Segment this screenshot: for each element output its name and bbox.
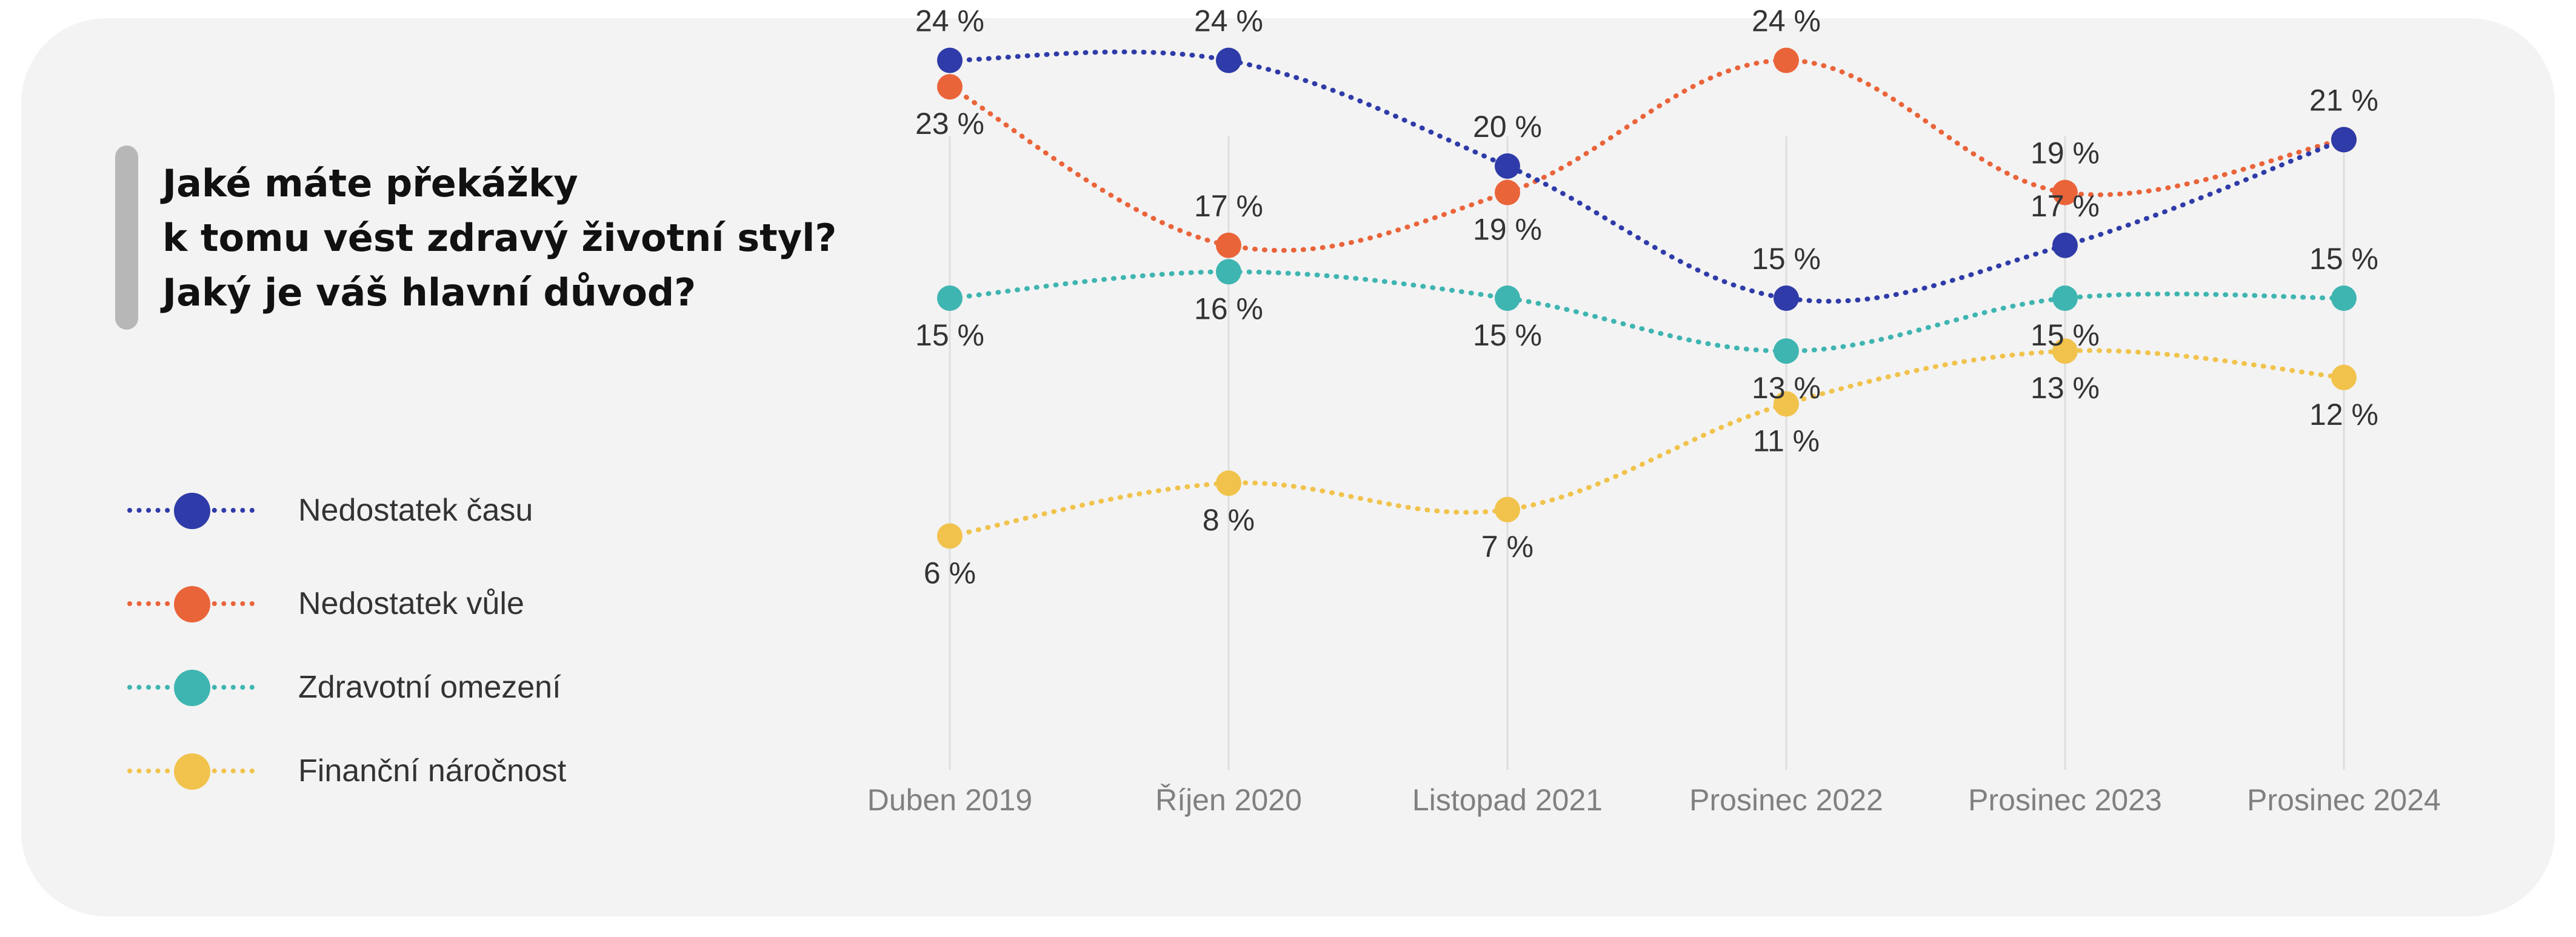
x-tick-label: Prosinec 2022	[1689, 783, 1883, 817]
legend-label: Nedostatek vůle	[298, 586, 524, 621]
data-label: 13 %	[2030, 371, 2100, 405]
legend-dot-icon	[174, 670, 210, 706]
data-label: 20 %	[1473, 110, 1542, 144]
data-point	[2052, 232, 2078, 258]
data-label: 11 %	[1753, 424, 1820, 458]
data-label: 24 %	[915, 4, 984, 38]
data-point	[1216, 47, 1241, 73]
data-label: 24 %	[1752, 4, 1821, 38]
data-point	[2331, 285, 2357, 311]
data-label: 17 %	[2030, 189, 2100, 223]
legend-label: Nedostatek času	[298, 493, 533, 528]
data-point	[2052, 338, 2078, 364]
data-label: 15 %	[915, 318, 984, 352]
data-point	[2052, 285, 2078, 311]
data-label: 17 %	[1194, 189, 1263, 223]
data-label: 16 %	[1194, 292, 1263, 325]
legend-item-nedostatek-vule: Nedostatek vůle	[127, 578, 673, 627]
data-point	[1774, 391, 1799, 417]
data-label: 6 %	[924, 556, 976, 590]
x-tick-label: Prosinec 2023	[1968, 783, 2162, 817]
legend-item-financni-narocnost: Finanční náročnost	[127, 745, 673, 794]
x-tick-label: Říjen 2020	[1155, 783, 1302, 817]
data-label: 24 %	[1194, 4, 1263, 38]
series-line-2	[947, 58, 2346, 253]
legend-item-nedostatek-casu: Nedostatek času	[127, 485, 673, 533]
series-line-3	[947, 269, 2346, 354]
data-point	[1216, 470, 1241, 496]
data-point	[1774, 338, 1799, 364]
data-point	[1495, 179, 1520, 205]
legend-dot-icon	[174, 753, 210, 790]
data-label: 19 %	[2030, 136, 2100, 170]
data-point	[1495, 153, 1520, 179]
data-label: 15 %	[1752, 242, 1821, 276]
data-point	[2331, 127, 2357, 153]
data-label: 23 %	[915, 107, 984, 141]
data-label: 15 %	[2030, 318, 2100, 352]
legend-label: Zdravotní omezení	[298, 670, 561, 705]
chart-card	[21, 18, 2555, 916]
x-tick-label: Duben 2019	[867, 783, 1032, 817]
series-line-4	[947, 348, 2346, 539]
x-tick-label: Prosinec 2024	[2247, 783, 2441, 817]
legend-dot-icon	[174, 586, 210, 622]
data-point	[1774, 47, 1799, 73]
data-label: 21 %	[2309, 83, 2378, 117]
data-label: 19 %	[1473, 213, 1542, 247]
title-line-2: k tomu vést zdravý životní styl?	[162, 216, 837, 260]
data-label: 15 %	[1473, 318, 1542, 352]
data-point	[937, 523, 963, 549]
x-tick-label: Listopad 2021	[1412, 783, 1603, 817]
data-point	[2052, 179, 2078, 205]
data-point	[1216, 259, 1241, 285]
legend-label: Finanční náročnost	[298, 753, 567, 789]
data-point	[937, 47, 963, 73]
title-accent-bar	[115, 145, 138, 330]
data-point	[937, 285, 963, 311]
data-point	[937, 74, 963, 100]
series-line-1	[947, 49, 2346, 304]
legend-dot-icon	[174, 493, 210, 529]
legend-item-zdravotni-omezeni: Zdravotní omezení	[127, 662, 673, 710]
data-point	[1774, 285, 1799, 311]
data-label: 13 %	[1752, 371, 1821, 405]
data-label: 15 %	[2309, 242, 2378, 276]
data-label: 7 %	[1481, 530, 1533, 564]
data-point	[1495, 285, 1520, 311]
data-point	[2331, 364, 2357, 390]
data-point	[1495, 496, 1520, 522]
title-line-1: Jaké máte překážky	[162, 161, 578, 205]
data-label: 12 %	[2309, 398, 2378, 432]
data-point	[1216, 232, 1241, 258]
title-line-3: Jaký je váš hlavní důvod?	[162, 270, 696, 315]
data-label: 8 %	[1203, 503, 1255, 537]
chart-title: Jaké máte překážky k tomu vést zdravý ži…	[162, 156, 859, 320]
